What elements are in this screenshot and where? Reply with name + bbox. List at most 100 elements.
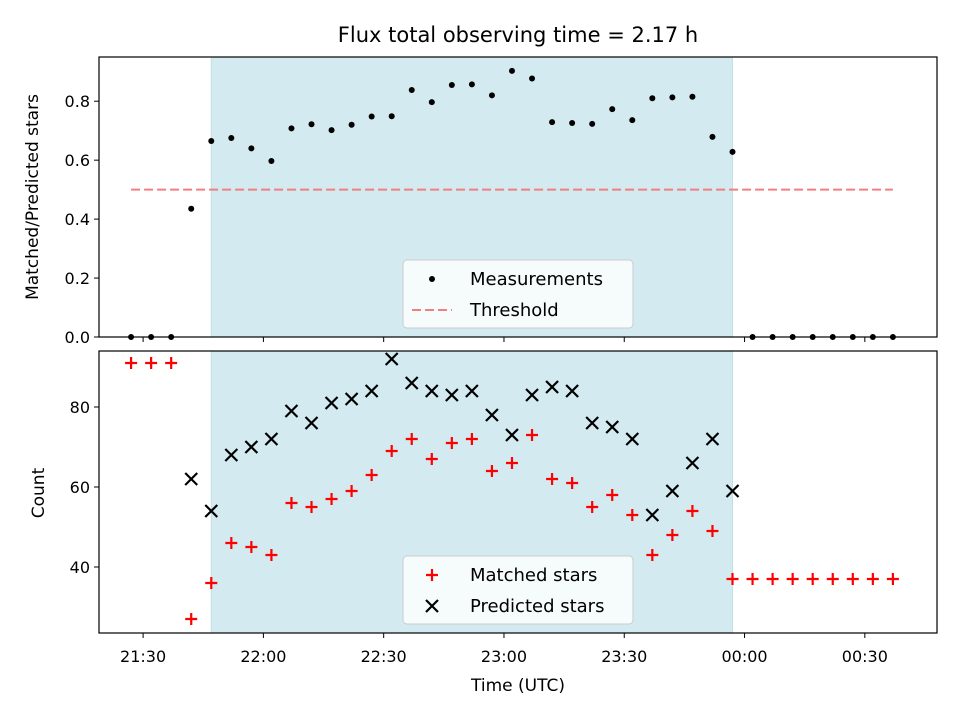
y-tick-label: 60: [70, 478, 90, 497]
predicted-star-point: [264, 432, 279, 446]
predicted-star-point: [525, 388, 539, 402]
legend-swatch-matched: [426, 569, 438, 581]
measurement-point: [468, 81, 475, 88]
y-tick-label: 40: [70, 558, 90, 577]
predicted-star-point: [485, 408, 499, 422]
legend-label: Measurements: [470, 269, 603, 290]
matched-star-point: [225, 537, 238, 549]
x-tick-label: 22:30: [361, 647, 407, 666]
x-tick-label: 23:00: [481, 647, 527, 666]
predicted-star-point: [605, 420, 620, 434]
x-tick-label: 23:30: [601, 647, 647, 666]
measurement-point: [228, 135, 235, 142]
chart-title: Flux total observing time = 2.17 h: [338, 23, 698, 47]
y-tick-label: 0.8: [65, 92, 90, 111]
predicted-star-point: [585, 416, 599, 430]
predicted-star-point: [404, 376, 419, 390]
y-tick-label: 80: [70, 398, 90, 417]
measurement-point: [188, 205, 195, 212]
predicted-star-point: [645, 508, 660, 522]
matched-star-point: [165, 357, 178, 369]
y-tick-label: 0.4: [65, 210, 90, 229]
matched-star-point: [826, 573, 839, 585]
matched-star-point: [666, 529, 679, 541]
predicted-star-point: [224, 448, 239, 462]
measurement-point: [408, 87, 415, 94]
matched-star-point: [886, 573, 899, 585]
matched-star-point: [465, 433, 478, 445]
matched-star-point: [706, 525, 719, 537]
matched-star-point: [786, 573, 799, 585]
x-tick-label: 00:00: [721, 647, 767, 666]
measurement-point: [609, 106, 616, 113]
matched-star-point: [385, 445, 398, 457]
matched-star-point: [345, 485, 358, 497]
legend-box: [402, 259, 634, 329]
measurement-point: [448, 82, 455, 88]
measurement-point: [348, 121, 355, 128]
measurement-point: [328, 127, 335, 134]
matched-star-point: [866, 573, 879, 585]
predicted-star-point: [465, 384, 479, 398]
top-panel-ratio: 0.0 0.2 0.4 0.6 0.8 Measurements Threshold: [65, 56, 938, 347]
matched-star-point: [185, 613, 198, 625]
measurement-point: [248, 145, 255, 152]
y-tick-label: 0.6: [65, 151, 90, 170]
matched-star-point: [405, 433, 418, 445]
axes-frame: [98, 350, 938, 634]
predicted-star-point: [665, 484, 680, 498]
matched-star-point: [766, 573, 779, 585]
predicted-star-point: [284, 404, 299, 418]
matched-star-point: [546, 473, 559, 485]
matched-star-point: [566, 477, 579, 489]
x-axis-label: Time (UTC): [470, 676, 565, 696]
matched-star-point: [445, 437, 458, 449]
measurement-point: [368, 113, 375, 120]
measurement-point: [288, 125, 295, 132]
predicted-star-point: [204, 504, 219, 518]
y-tick-label: 0.2: [65, 269, 90, 288]
matched-star-point: [285, 497, 298, 509]
matched-star-point: [485, 465, 498, 477]
predicted-star-point: [324, 396, 339, 410]
predicted-star-point: [565, 384, 579, 398]
measurement-point: [268, 158, 275, 165]
measurement-point: [729, 148, 736, 155]
matched-star-point: [806, 573, 819, 585]
matched-star-point: [726, 573, 739, 585]
predicted-star-point: [445, 388, 459, 402]
matched-star-point: [325, 493, 338, 505]
predicted-star-point: [344, 392, 359, 406]
measurement-point: [488, 92, 495, 99]
legend-label: Predicted stars: [470, 596, 604, 617]
matched-star-point: [145, 357, 158, 369]
measurement-point: [629, 117, 636, 124]
predicted-star-point: [625, 432, 640, 446]
matched-star-point: [586, 501, 599, 513]
predicted-star-point: [545, 380, 559, 394]
measurement-point: [669, 94, 676, 101]
matched-star-point: [626, 509, 639, 521]
matched-star-point: [646, 549, 659, 561]
measurement-point: [689, 93, 696, 100]
legend-label: Matched stars: [470, 565, 597, 586]
legend-swatch-predicted: [425, 599, 439, 613]
predicted-star-point: [384, 352, 399, 366]
bottom-ylabel: Count: [29, 467, 49, 518]
predicted-star-point: [184, 472, 198, 486]
matched-star-point: [746, 573, 759, 585]
measurement-point: [529, 75, 536, 82]
predicted-star-point: [705, 432, 720, 446]
measurement-point: [508, 67, 515, 74]
matched-star-point: [245, 541, 258, 553]
matched-star-point: [606, 489, 619, 501]
predicted-star-point: [505, 428, 519, 442]
top-ylabel: Matched/Predicted stars: [23, 94, 43, 300]
legend-label: Threshold: [469, 300, 559, 321]
matched-star-point: [686, 505, 699, 517]
matched-star-point: [425, 453, 438, 465]
matched-star-point: [365, 469, 378, 481]
measurement-point: [709, 133, 716, 140]
measurement-point: [428, 99, 435, 106]
predicted-star-point: [685, 456, 700, 470]
